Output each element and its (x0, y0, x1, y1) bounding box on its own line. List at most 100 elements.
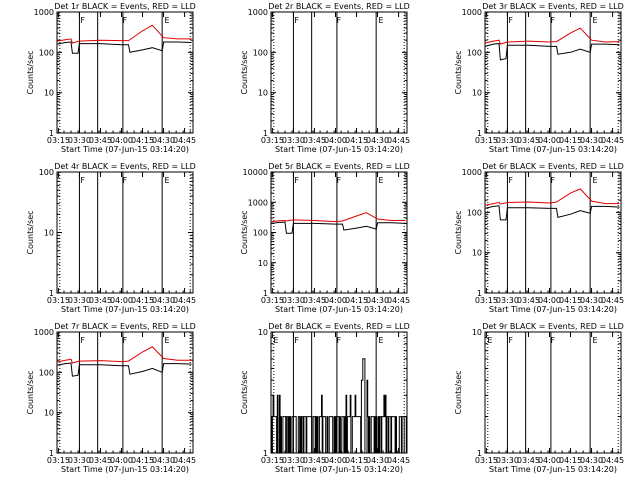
x-tick-label: 04:15 (559, 296, 582, 305)
y-tick-label: 1 (477, 129, 482, 138)
x-tick-label: 04:15 (131, 136, 154, 145)
x-tick-label: 03:30 (68, 456, 91, 465)
panel-title: Det 7r BLACK = Events, RED = LLD (54, 322, 196, 331)
x-tick-label: 04:30 (366, 456, 389, 465)
interval-flag-label: E (593, 16, 598, 25)
y-tick-label: 10 (472, 249, 482, 258)
x-tick-label: 03:15 (261, 296, 284, 305)
x-axis-label: Start Time (07-Jun-15 03:14:20) (61, 305, 189, 314)
y-tick-label: 10 (258, 89, 268, 98)
y-tick-label: 1 (477, 289, 482, 298)
series-events-line (56, 362, 192, 377)
x-tick-label: 03:45 (303, 296, 326, 305)
interval-flag-label: F (336, 16, 341, 25)
interval-flag-label: E (487, 336, 492, 345)
x-tick-label: 03:30 (68, 296, 91, 305)
plot-frame (484, 331, 622, 454)
detector-panel-1: Det 1r BLACK = Events, RED = LLD 1 10 100 10… (26, 2, 196, 154)
detector-panel-6: Det 6r BLACK = Events, RED = LLD 1 10 100 10… (454, 162, 624, 314)
x-tick-label: 04:15 (559, 456, 582, 465)
x-tick-label: 04:00 (324, 456, 347, 465)
interval-flag-label: F (122, 16, 127, 25)
x-tick-label: 04:00 (110, 456, 133, 465)
series-lld-line (56, 24, 192, 44)
x-tick-label: 04:45 (173, 136, 196, 145)
x-axis-label: Start Time (07-Jun-15 03:14:20) (489, 145, 617, 154)
panel-title: Det 6r BLACK = Events, RED = LLD (482, 162, 624, 171)
x-tick-label: 03:45 (89, 296, 112, 305)
y-tick-label: 1000 (248, 8, 268, 17)
x-tick-label: 03:30 (282, 296, 305, 305)
x-tick-label: 03:15 (47, 456, 70, 465)
x-tick-label: 03:15 (261, 456, 284, 465)
x-tick-label: 04:00 (324, 136, 347, 145)
y-tick-label: 10 (258, 259, 268, 268)
series-events-line (484, 205, 620, 221)
y-tick-label: 1 (49, 449, 54, 458)
interval-flag-label: F (336, 336, 341, 345)
x-tick-label: 03:45 (89, 136, 112, 145)
interval-flag-label: E (273, 336, 278, 345)
plot-frame (270, 171, 408, 294)
y-axis-label: Counts/sec (26, 210, 35, 254)
y-tick-label: 1000 (462, 168, 482, 177)
x-tick-label: 03:30 (496, 456, 519, 465)
x-tick-label: 03:45 (89, 456, 112, 465)
interval-flag-label: E (593, 176, 598, 185)
y-tick-label: 100 (467, 48, 482, 57)
x-tick-label: 04:00 (110, 136, 133, 145)
x-tick-label: 03:30 (496, 296, 519, 305)
x-tick-label: 03:45 (303, 136, 326, 145)
y-axis-label: Counts/sec (26, 370, 35, 414)
y-axis-label: Counts/sec (454, 370, 463, 414)
detector-panel-5: Det 5r BLACK = Events, RED = LLD 1 10 100 10… (240, 162, 410, 314)
x-tick-label: 03:45 (303, 456, 326, 465)
x-tick-label: 03:45 (517, 456, 540, 465)
panel-title: Det 8r BLACK = Events, RED = LLD (268, 322, 410, 331)
y-axis-label: Counts/sec (240, 370, 249, 414)
y-tick-label: 10 (44, 89, 54, 98)
x-tick-label: 04:45 (601, 296, 624, 305)
panel-title: Det 2r BLACK = Events, RED = LLD (268, 2, 410, 11)
x-tick-label: 04:00 (110, 296, 133, 305)
series-events-line (56, 41, 192, 54)
interval-flag-label: F (294, 176, 299, 185)
series-lld-line (484, 27, 620, 45)
x-tick-label: 04:15 (345, 296, 368, 305)
x-axis-label: Start Time (07-Jun-15 03:14:20) (61, 145, 189, 154)
y-tick-label: 1000 (248, 198, 268, 207)
x-tick-label: 04:00 (538, 296, 561, 305)
x-tick-label: 04:15 (131, 296, 154, 305)
plot-frame (484, 11, 622, 134)
interval-flag-label: F (336, 176, 341, 185)
x-tick-label: 03:30 (282, 136, 305, 145)
x-tick-label: 04:45 (387, 456, 410, 465)
interval-flag-label: E (593, 336, 598, 345)
panel-title: Det 4r BLACK = Events, RED = LLD (54, 162, 196, 171)
detector-panel-7: Det 7r BLACK = Events, RED = LLD 1 10 100 10… (26, 322, 196, 474)
x-tick-label: 03:45 (517, 296, 540, 305)
y-axis-label: Counts/sec (454, 50, 463, 94)
x-tick-label: 04:15 (345, 456, 368, 465)
y-tick-label: 10 (44, 229, 54, 238)
interval-flag-label: F (508, 16, 513, 25)
x-tick-label: 04:15 (559, 136, 582, 145)
y-tick-label: 10 (44, 409, 54, 418)
panel-title: Det 1r BLACK = Events, RED = LLD (54, 2, 196, 11)
x-tick-label: 04:45 (601, 136, 624, 145)
x-tick-label: 03:30 (68, 136, 91, 145)
x-tick-label: 03:15 (47, 296, 70, 305)
x-tick-label: 03:15 (475, 456, 498, 465)
x-tick-label: 04:45 (173, 296, 196, 305)
y-tick-label: 1000 (34, 8, 54, 17)
interval-flag-label: F (550, 176, 555, 185)
x-tick-label: 04:45 (601, 456, 624, 465)
y-tick-label: 1 (49, 289, 54, 298)
plot-frame (56, 331, 194, 454)
x-axis-label: Start Time (07-Jun-15 03:14:20) (275, 145, 403, 154)
y-tick-label: 1000 (462, 8, 482, 17)
y-tick-label: 100 (253, 229, 268, 238)
x-tick-label: 04:00 (538, 136, 561, 145)
x-tick-label: 03:15 (475, 136, 498, 145)
